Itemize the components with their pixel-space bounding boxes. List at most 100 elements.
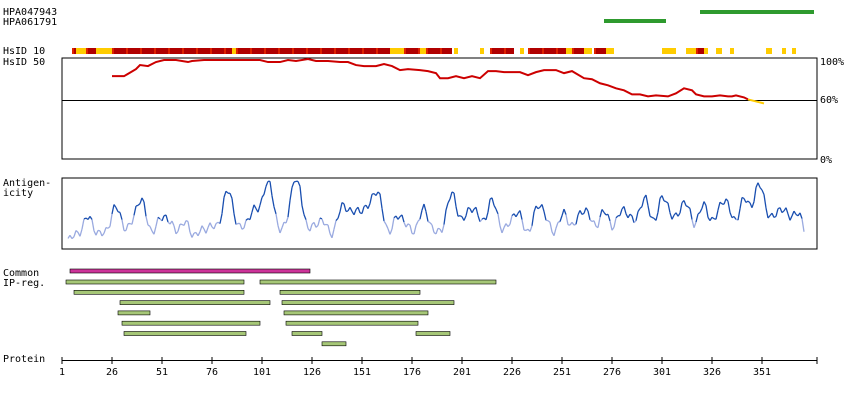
antigenicity-segment (389, 228, 393, 235)
antigenicity-segment (401, 214, 405, 223)
antigenicity-segment (291, 181, 295, 188)
antigenicity-segment (781, 210, 785, 214)
antigenicity-segment (109, 213, 113, 227)
antigenicity-segment (357, 206, 361, 214)
protein-axis-tick-label: 51 (156, 367, 168, 378)
antigenicity-segment (383, 220, 387, 225)
antigenicity-segment (757, 182, 761, 188)
hsid10-segment (420, 48, 426, 54)
hsid10-mark (126, 48, 128, 54)
antigenicity-segment (495, 208, 499, 215)
protein-axis-tick-label: 126 (303, 367, 321, 378)
antigenicity-segment (601, 209, 605, 213)
antigenicity-segment (623, 206, 627, 215)
antigenicity-segment (481, 217, 485, 220)
antigenicity-segment (271, 195, 275, 207)
antigenicity-segment (215, 221, 219, 225)
antigenicity-segment (685, 205, 689, 208)
antigenicity-segment (799, 212, 803, 219)
protein-axis-tick-label: 251 (553, 367, 571, 378)
hsid10-mark (696, 48, 698, 54)
antigenicity-segment (497, 213, 501, 227)
antigenicity-segment (451, 191, 455, 194)
antigenicity-segment (793, 210, 797, 215)
antigenicity-segment (725, 198, 729, 202)
antigenicity-segment (273, 206, 277, 215)
ipreg-region-bar (123, 331, 247, 336)
antigenicity-segment (665, 201, 669, 204)
antigenicity-segment (207, 222, 211, 228)
antigenicity-segment (281, 221, 285, 228)
antigenicity-segment (547, 220, 551, 223)
antigenicity-segment (525, 228, 529, 231)
protein-axis: 1 26 51 76 101 126 151 176 201 226 251 276 301 326 351 (59, 357, 818, 378)
antigenicity-segment (103, 227, 107, 234)
hsid10-mark (362, 48, 364, 54)
antigenicity-segment (125, 223, 129, 231)
antigenicity-segment (245, 218, 249, 221)
antigenicity-segment (649, 215, 653, 218)
antigenicity-segment (335, 217, 339, 222)
antigenicity-segment (593, 220, 597, 227)
antigenicity-segment (515, 212, 519, 218)
antigenicity-segment (265, 181, 269, 187)
antigenicity-segment (225, 190, 229, 194)
antigenicity-segment (775, 208, 779, 217)
antigenicity-segment (745, 200, 749, 204)
hsid10-mark (168, 48, 170, 54)
antigenicity-segment (677, 212, 681, 217)
ipreg-region-bar (259, 279, 497, 285)
antigenicity-segment (751, 201, 755, 208)
hsid10-mark (376, 48, 378, 54)
antigenicity-segment (213, 223, 217, 230)
antigenicity-segment (297, 181, 301, 187)
antigenicity-segment (693, 221, 697, 228)
antigenicity-segment (403, 221, 407, 228)
antigenicity-segment (191, 232, 195, 238)
antigenicity-segment (599, 209, 603, 218)
hsid10-segment (112, 48, 232, 54)
hsid10-mark (504, 48, 506, 54)
antigenicity-segment (345, 210, 349, 213)
antigenicity-segment (385, 224, 389, 229)
hsid50-frame (61, 57, 818, 160)
antigenicity-segment (353, 209, 357, 216)
antigenicity-segment (629, 213, 633, 217)
antigenicity-segment (561, 208, 565, 216)
antigenicity-segment (697, 211, 701, 215)
antigenicity-segment (219, 213, 223, 224)
antigenicity-segment (251, 204, 255, 213)
antigenicity-segment (293, 180, 297, 183)
hsid10-segment (792, 48, 796, 54)
ipreg-region-bar (281, 300, 455, 305)
antigenicity-segment (193, 231, 197, 234)
antigenicity-segment (261, 194, 265, 198)
antigenicity-segment (83, 217, 87, 220)
hsid10-mark (182, 48, 184, 54)
hsid10-mark (418, 48, 420, 54)
antigenicity-segment (149, 226, 153, 232)
antigenicity-segment (703, 201, 707, 206)
antigenicity-segment (669, 212, 673, 220)
antigenicity-segment (771, 212, 775, 218)
ipreg-region-bar (321, 341, 347, 347)
antigenicity-segment (615, 215, 619, 219)
hsid10-segment (716, 48, 722, 54)
antigenicity-segment (111, 204, 115, 215)
antigenicity-segment (99, 230, 103, 237)
hsid10-segment (686, 48, 696, 54)
antigenicity-segment (209, 222, 213, 228)
antigenicity-segment (221, 197, 225, 214)
antigenicity-segment (589, 219, 593, 222)
antigenicity-segment (409, 224, 413, 234)
antigenicity-segment (701, 201, 705, 209)
antigenicity-segment (379, 193, 383, 209)
hsid10-mark (490, 48, 492, 54)
hsid10-mark (594, 48, 596, 54)
antigenicity-segment (173, 225, 177, 235)
antigenicity-segment (581, 212, 585, 215)
antigenicity-segment (657, 198, 661, 213)
antigenicity-segment (165, 214, 169, 223)
antigenicity-segment (723, 198, 727, 205)
hsid10-segment (572, 48, 584, 54)
